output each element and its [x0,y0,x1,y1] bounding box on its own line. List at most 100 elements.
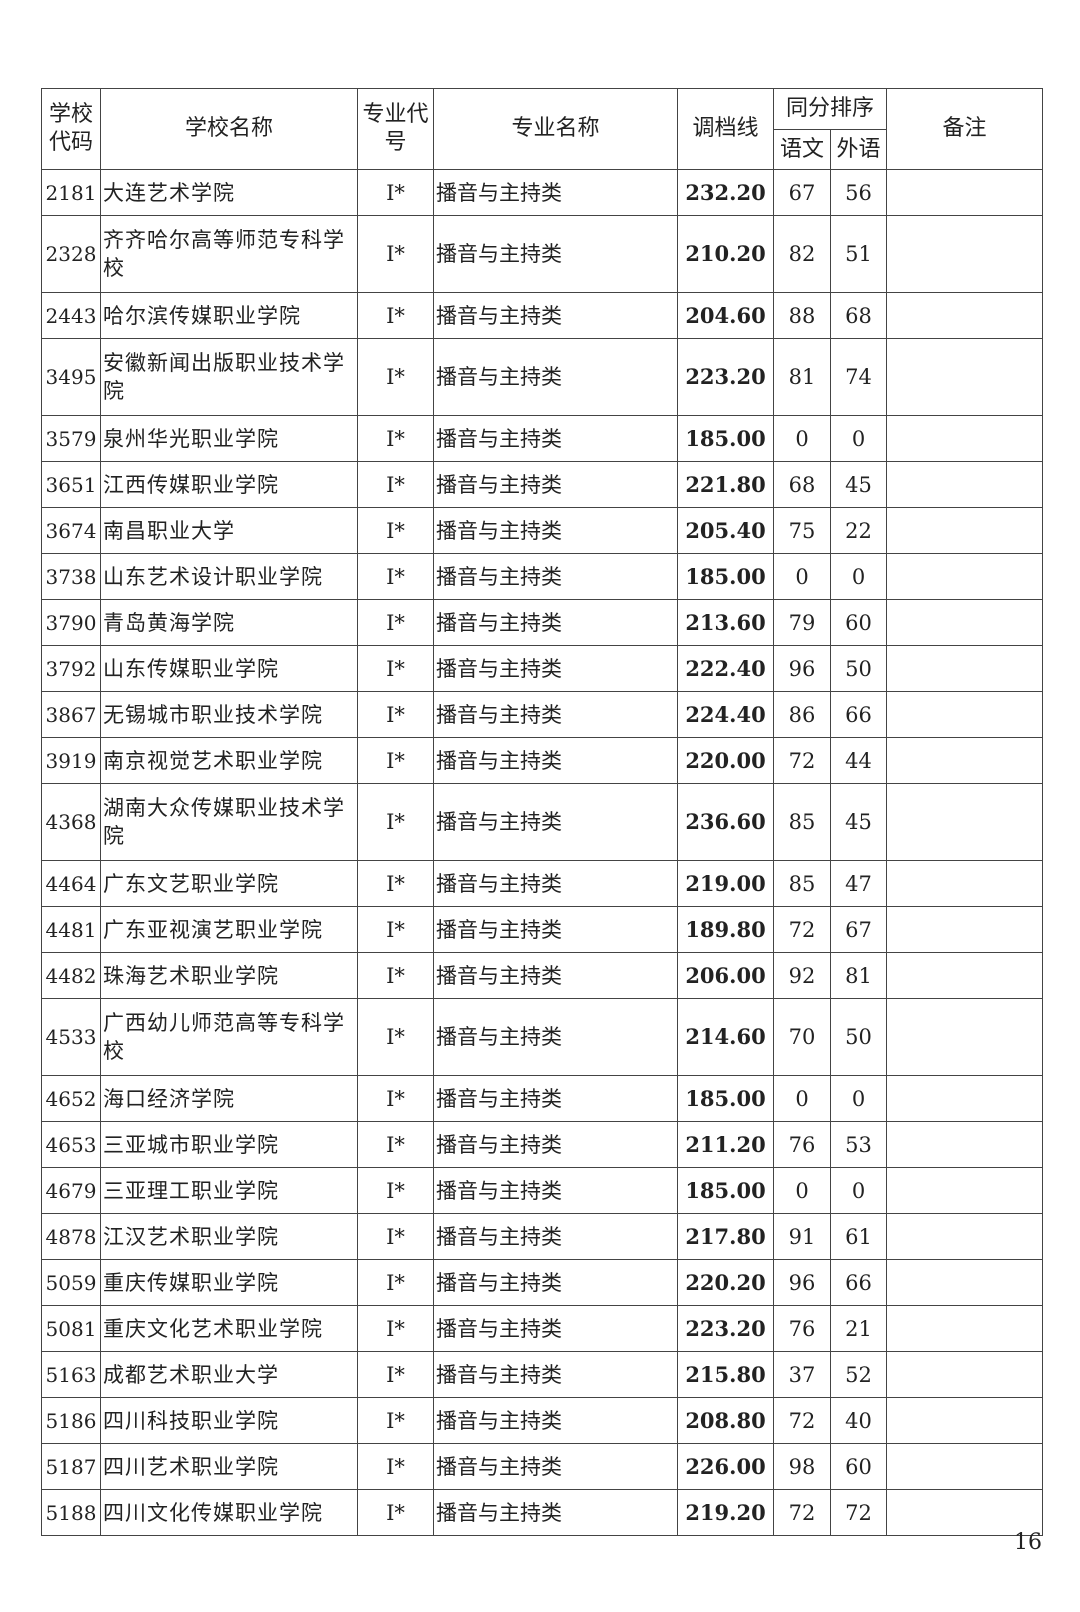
cell-school-code: 5186 [41,1397,101,1444]
cell-foreign-rank: 66 [829,1259,888,1306]
cell-school-name: 山东传媒职业学院 [100,645,358,692]
cell-major-code: I* [357,1397,434,1444]
cell-chinese-rank: 82 [773,215,831,293]
cell-school-name: 泉州华光职业学院 [100,415,358,462]
cell-foreign-rank: 51 [829,215,888,293]
cell-school-name: 无锡城市职业技术学院 [100,691,358,738]
cell-school-name: 山东艺术设计职业学院 [100,553,358,600]
cell-major-code: I* [357,1443,434,1490]
table-row: 4652 海口经济学院 I* 播音与主持类 185.00 0 0 [41,1075,1044,1122]
cell-cutoff-score: 215.80 [677,1351,774,1398]
cell-remarks [886,292,1044,339]
table-row: 3867 无锡城市职业技术学院 I* 播音与主持类 224.40 86 66 [41,691,1044,738]
cell-foreign-rank: 0 [829,1167,888,1214]
cell-school-name: 四川艺术职业学院 [100,1443,358,1490]
admission-cutoff-table: 学校代码 学校名称 专业代号 专业名称 调档线 同分排序 备注 语文 外语 21… [41,88,1044,1536]
cell-major-code: I* [357,906,434,953]
cell-chinese-rank: 96 [773,1259,831,1306]
cell-major-name: 播音与主持类 [433,169,678,216]
cell-foreign-rank: 68 [829,292,888,339]
cell-cutoff-score: 213.60 [677,599,774,646]
cell-foreign-rank: 47 [829,860,888,907]
cell-cutoff-score: 204.60 [677,292,774,339]
cell-cutoff-score: 205.40 [677,507,774,554]
cell-school-code: 3651 [41,461,101,508]
cell-major-code: I* [357,1305,434,1352]
cell-cutoff-score: 211.20 [677,1121,774,1168]
cell-remarks [886,1167,1044,1214]
header-chinese: 语文 [773,129,831,170]
cell-major-name: 播音与主持类 [433,737,678,784]
cell-school-name: 三亚城市职业学院 [100,1121,358,1168]
cell-foreign-rank: 53 [829,1121,888,1168]
header-cutoff: 调档线 [677,88,774,170]
cell-major-code: I* [357,645,434,692]
cell-school-name: 四川文化传媒职业学院 [100,1489,358,1536]
cell-remarks [886,1443,1044,1490]
cell-chinese-rank: 98 [773,1443,831,1490]
cell-cutoff-score: 223.20 [677,1305,774,1352]
cell-cutoff-score: 219.20 [677,1489,774,1536]
cell-foreign-rank: 50 [829,998,888,1076]
cell-foreign-rank: 0 [829,553,888,600]
cell-school-name: 齐齐哈尔高等师范专科学校 [100,215,358,293]
cell-remarks [886,553,1044,600]
cell-school-code: 2181 [41,169,101,216]
cell-cutoff-score: 206.00 [677,952,774,999]
cell-school-code: 5081 [41,1305,101,1352]
cell-major-code: I* [357,1259,434,1306]
cell-school-code: 5187 [41,1443,101,1490]
cell-major-name: 播音与主持类 [433,998,678,1076]
cell-major-name: 播音与主持类 [433,1305,678,1352]
cell-cutoff-score: 185.00 [677,553,774,600]
cell-major-name: 播音与主持类 [433,1489,678,1536]
cell-school-code: 4652 [41,1075,101,1122]
cell-remarks [886,169,1044,216]
cell-major-name: 播音与主持类 [433,461,678,508]
table-row: 3738 山东艺术设计职业学院 I* 播音与主持类 185.00 0 0 [41,553,1044,600]
cell-major-code: I* [357,1351,434,1398]
cell-chinese-rank: 92 [773,952,831,999]
cell-chinese-rank: 85 [773,783,831,861]
cell-remarks [886,1397,1044,1444]
table-row: 5186 四川科技职业学院 I* 播音与主持类 208.80 72 40 [41,1397,1044,1444]
cell-major-code: I* [357,292,434,339]
table-row: 3651 江西传媒职业学院 I* 播音与主持类 221.80 68 45 [41,461,1044,508]
cell-major-name: 播音与主持类 [433,906,678,953]
cell-major-code: I* [357,1213,434,1260]
cell-school-code: 4464 [41,860,101,907]
cell-major-code: I* [357,338,434,416]
table-row: 5187 四川艺术职业学院 I* 播音与主持类 226.00 98 60 [41,1443,1044,1490]
cell-cutoff-score: 189.80 [677,906,774,953]
cell-school-code: 4878 [41,1213,101,1260]
table-row: 2181 大连艺术学院 I* 播音与主持类 232.20 67 56 [41,169,1044,216]
cell-major-code: I* [357,1121,434,1168]
header-remarks: 备注 [886,88,1044,170]
cell-school-code: 2443 [41,292,101,339]
cell-cutoff-score: 214.60 [677,998,774,1076]
cell-major-name: 播音与主持类 [433,1397,678,1444]
table-row: 4368 湖南大众传媒职业技术学院 I* 播音与主持类 236.60 85 45 [41,783,1044,861]
cell-remarks [886,645,1044,692]
cell-chinese-rank: 0 [773,1167,831,1214]
cell-foreign-rank: 44 [829,737,888,784]
cell-major-code: I* [357,415,434,462]
cell-school-code: 4533 [41,998,101,1076]
cell-remarks [886,461,1044,508]
cell-major-name: 播音与主持类 [433,215,678,293]
cell-cutoff-score: 210.20 [677,215,774,293]
table-row: 4464 广东文艺职业学院 I* 播音与主持类 219.00 85 47 [41,860,1044,907]
cell-school-code: 5188 [41,1489,101,1536]
cell-cutoff-score: 185.00 [677,415,774,462]
cell-cutoff-score: 222.40 [677,645,774,692]
cell-major-name: 播音与主持类 [433,691,678,738]
cell-remarks [886,906,1044,953]
cell-school-name: 广东亚视演艺职业学院 [100,906,358,953]
table-row: 4878 江汉艺术职业学院 I* 播音与主持类 217.80 91 61 [41,1213,1044,1260]
cell-major-code: I* [357,998,434,1076]
cell-chinese-rank: 76 [773,1121,831,1168]
cell-remarks [886,1259,1044,1306]
cell-remarks [886,1213,1044,1260]
cell-major-code: I* [357,553,434,600]
cell-major-name: 播音与主持类 [433,1167,678,1214]
